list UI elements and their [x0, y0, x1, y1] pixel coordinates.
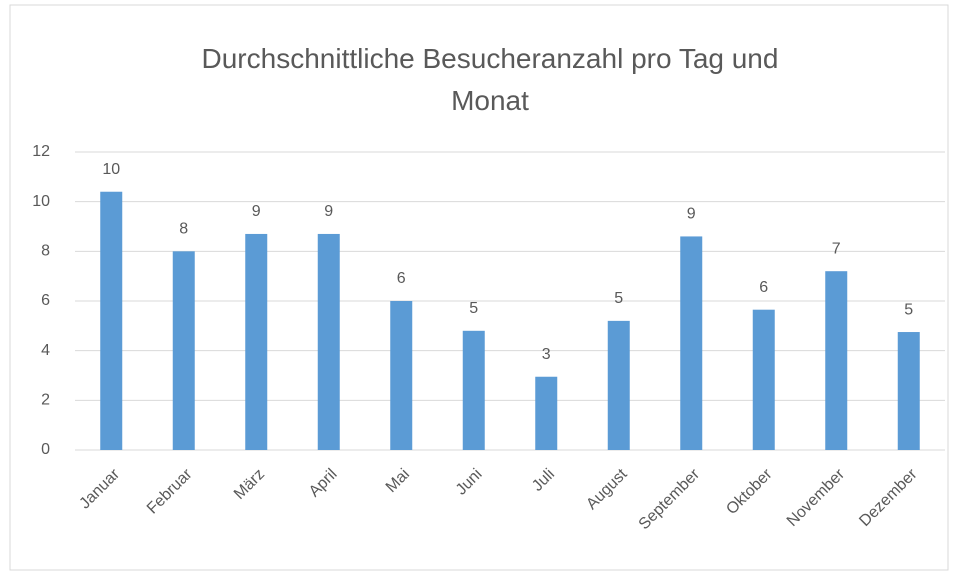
data-label: 5	[904, 301, 913, 318]
bar	[172, 251, 195, 450]
x-tick-label: Oktober	[723, 465, 776, 518]
data-label: 10	[102, 161, 120, 178]
bar	[535, 376, 558, 450]
x-tick-label: September	[636, 465, 704, 533]
x-tick-label: Mai	[383, 466, 413, 496]
y-tick-label: 4	[41, 342, 50, 359]
y-tick-label: 10	[32, 193, 50, 210]
y-tick-label: 8	[41, 243, 50, 260]
bar	[462, 330, 485, 450]
x-tick-label: Dezember	[856, 465, 921, 530]
data-label: 9	[324, 203, 333, 220]
data-label: 9	[252, 203, 261, 220]
x-tick-label: Juni	[453, 466, 486, 499]
x-tick-label: Juli	[529, 466, 558, 495]
chart-title: Durchschnittliche Besucheranzahl pro Tag…	[201, 43, 779, 116]
data-label: 6	[759, 279, 768, 296]
y-tick-label: 12	[32, 143, 50, 160]
data-label: 8	[179, 221, 188, 238]
bar	[752, 309, 775, 450]
bar	[100, 191, 123, 450]
x-tick-label: Februar	[144, 465, 196, 517]
x-tick-label: März	[231, 466, 268, 503]
x-tick-label: Januar	[76, 465, 123, 512]
chart-border	[9, 4, 949, 571]
bar	[680, 236, 703, 450]
y-tick-label: 6	[41, 292, 50, 309]
data-label: 9	[687, 206, 696, 223]
data-label: 5	[614, 290, 623, 307]
data-label: 5	[469, 300, 478, 317]
x-tick-label: November	[784, 465, 849, 530]
bar	[825, 271, 848, 450]
bar	[897, 332, 920, 450]
bar	[607, 320, 630, 450]
data-label: 3	[542, 346, 551, 363]
bar	[390, 301, 413, 450]
y-tick-label: 0	[41, 441, 50, 458]
x-tick-label: August	[583, 465, 631, 513]
data-label: 7	[832, 240, 841, 257]
y-tick-label: 2	[41, 392, 50, 409]
data-label: 6	[397, 270, 406, 287]
x-tick-label: April	[306, 466, 341, 501]
bar	[317, 233, 340, 450]
bar	[245, 233, 268, 450]
